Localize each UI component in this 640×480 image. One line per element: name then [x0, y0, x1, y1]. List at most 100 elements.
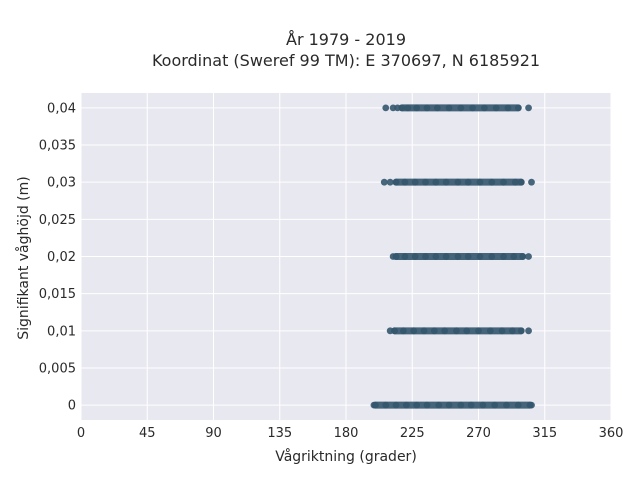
series-row [380, 178, 535, 186]
data-point [491, 401, 499, 409]
x-tick-labels: 0 45 90 135 180 225 270 315 360 [77, 426, 624, 441]
data-point [519, 253, 527, 260]
data-point [514, 104, 522, 112]
data-point [479, 401, 487, 409]
x-tick-label: 360 [599, 426, 624, 441]
data-point [488, 253, 496, 260]
y-tick-label: 0,015 [39, 287, 76, 302]
data-point [422, 178, 429, 186]
data-point [423, 401, 431, 409]
data-point [391, 327, 398, 335]
data-point [508, 327, 516, 335]
data-point [525, 253, 532, 260]
data-point [382, 401, 390, 409]
data-point [445, 104, 453, 112]
data-points [370, 104, 535, 409]
y-tick-labels: 0 0,005 0,01 0,015 0,02 0,025 0,03 0,035 0,04 [39, 101, 76, 413]
x-axis-label: Vågriktning (grader) [275, 448, 417, 465]
data-point [392, 401, 400, 409]
data-point [525, 327, 532, 335]
data-point [514, 401, 522, 409]
data-point [435, 401, 443, 409]
series-row [386, 327, 532, 335]
data-point [386, 178, 394, 186]
data-point [441, 327, 449, 335]
y-tick-label: 0,03 [47, 176, 76, 191]
data-point [463, 327, 471, 335]
data-point [454, 253, 462, 260]
data-point [504, 104, 512, 112]
data-point [442, 178, 450, 186]
chart-subtitle: Koordinat (Sweref 99 TM): E 370697, N 61… [152, 51, 540, 70]
data-point [413, 104, 421, 112]
data-point [454, 178, 462, 186]
data-point [475, 327, 482, 335]
data-point [372, 401, 379, 409]
x-tick-label: 90 [205, 426, 222, 441]
data-point [445, 401, 453, 409]
data-point [404, 104, 412, 112]
series-row [389, 253, 532, 260]
data-point [476, 253, 484, 260]
data-point [442, 253, 450, 260]
data-point [500, 253, 507, 260]
y-tick-label: 0,025 [39, 213, 76, 228]
data-point [432, 253, 440, 260]
data-point [492, 104, 500, 112]
x-tick-label: 0 [77, 426, 85, 441]
data-point [453, 327, 460, 335]
data-point [401, 253, 409, 260]
series-row [370, 401, 535, 409]
x-tick-label: 315 [532, 426, 557, 441]
data-point [464, 253, 472, 260]
y-tick-label: 0,005 [39, 361, 76, 376]
data-point [411, 253, 419, 260]
data-point [528, 178, 535, 186]
data-point [503, 401, 510, 409]
data-point [392, 253, 400, 260]
data-point [380, 178, 388, 186]
x-tick-label: 45 [139, 426, 156, 441]
data-point [423, 104, 431, 112]
y-tick-label: 0 [68, 399, 76, 414]
data-point [401, 178, 409, 186]
data-point [510, 253, 518, 260]
data-point [402, 401, 410, 409]
data-point [432, 178, 440, 186]
y-tick-label: 0,02 [47, 250, 76, 265]
x-tick-label: 225 [400, 426, 425, 441]
series-row [382, 104, 532, 112]
data-point [469, 104, 477, 112]
x-tick-label: 135 [267, 426, 292, 441]
data-point [498, 327, 506, 335]
data-point [511, 178, 519, 186]
data-point [420, 327, 428, 335]
data-point [410, 327, 418, 335]
data-point [488, 178, 496, 186]
data-point [433, 104, 441, 112]
y-tick-label: 0,035 [39, 139, 76, 154]
data-point [500, 178, 507, 186]
data-point [400, 327, 407, 335]
data-point [480, 104, 488, 112]
data-point [464, 178, 472, 186]
data-point [476, 178, 484, 186]
data-point [422, 253, 429, 260]
data-point [411, 178, 419, 186]
x-tick-label: 270 [466, 426, 491, 441]
data-point [398, 104, 406, 112]
chart-title: År 1979 - 2019 [286, 30, 406, 49]
x-tick-label: 180 [334, 426, 359, 441]
data-point [457, 401, 465, 409]
data-point [517, 327, 525, 335]
y-tick-label: 0,04 [47, 101, 76, 116]
data-point [430, 327, 438, 335]
data-point [525, 104, 532, 112]
data-point [413, 401, 421, 409]
data-point [392, 178, 400, 186]
y-tick-label: 0,01 [47, 324, 76, 339]
data-point [528, 401, 535, 409]
data-point [467, 401, 475, 409]
data-point [486, 327, 494, 335]
